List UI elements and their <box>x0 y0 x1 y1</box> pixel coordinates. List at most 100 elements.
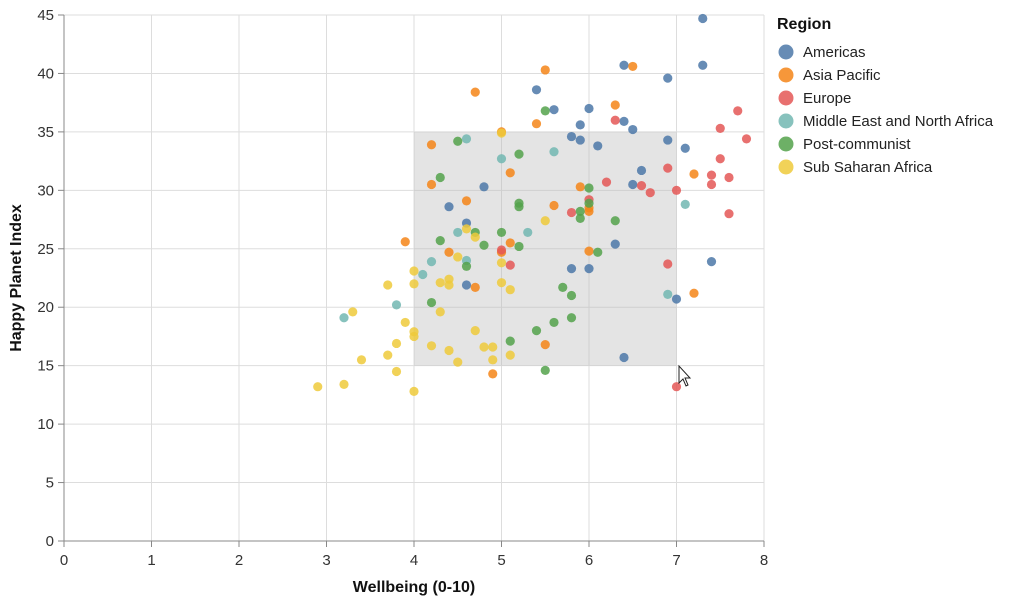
data-point <box>715 123 725 133</box>
data-point <box>584 183 594 193</box>
data-point <box>505 238 515 248</box>
data-point <box>505 336 515 346</box>
data-point <box>671 382 682 392</box>
data-point <box>479 342 489 352</box>
data-point <box>383 280 393 290</box>
y-tick-label: 45 <box>37 7 54 24</box>
data-point <box>356 355 367 365</box>
data-point <box>453 136 463 146</box>
data-point <box>418 269 428 280</box>
y-tick-label: 30 <box>37 182 54 199</box>
legend-label: Europe <box>803 90 851 107</box>
data-point <box>339 379 349 389</box>
data-point <box>496 258 507 268</box>
data-point <box>698 13 708 24</box>
data-point <box>531 119 542 129</box>
data-point <box>505 350 515 360</box>
legend-label: Middle East and North Africa <box>803 113 994 130</box>
data-point <box>663 73 673 83</box>
data-point <box>444 280 454 290</box>
data-point <box>593 247 603 257</box>
data-point <box>724 209 734 219</box>
data-point <box>663 163 673 173</box>
legend-label: Americas <box>803 44 866 61</box>
data-point <box>741 134 752 144</box>
data-point <box>619 116 629 126</box>
data-point <box>593 141 603 151</box>
data-point <box>461 134 472 144</box>
data-point <box>680 143 690 153</box>
data-point <box>628 124 638 135</box>
data-point <box>575 182 585 192</box>
data-point <box>514 241 524 252</box>
data-point <box>426 179 437 190</box>
data-point <box>409 266 419 276</box>
data-point <box>505 260 515 270</box>
data-point <box>426 297 437 308</box>
x-tick-label: 7 <box>672 552 680 569</box>
data-point <box>391 366 402 377</box>
data-point <box>453 357 463 367</box>
data-point <box>339 313 349 323</box>
data-point <box>435 172 445 183</box>
data-point <box>444 345 454 356</box>
data-point <box>453 252 463 262</box>
data-point <box>505 168 515 178</box>
data-point <box>566 264 577 274</box>
data-point <box>706 257 717 267</box>
data-point <box>584 103 594 114</box>
data-point <box>426 140 437 150</box>
data-point <box>601 177 612 187</box>
data-point <box>549 200 559 211</box>
data-point <box>663 135 673 145</box>
data-point <box>689 169 699 179</box>
data-point <box>461 196 472 206</box>
data-point <box>575 135 585 145</box>
y-tick-label: 20 <box>37 299 54 316</box>
data-point <box>566 290 577 301</box>
data-point <box>479 240 489 250</box>
legend-label: Asia Pacific <box>803 67 881 84</box>
legend: Region Americas Asia Pacific Europe Middle … <box>777 16 994 176</box>
data-point <box>400 317 410 328</box>
data-point <box>461 280 472 290</box>
y-tick-label: 25 <box>37 241 54 258</box>
y-tick-label: 40 <box>37 65 54 82</box>
legend-swatch <box>778 90 794 106</box>
data-point <box>584 206 594 216</box>
x-tick-label: 4 <box>410 552 418 569</box>
brush-selection[interactable] <box>414 131 677 366</box>
data-point <box>671 185 682 195</box>
data-point <box>575 213 585 223</box>
data-point <box>496 278 507 288</box>
legend-swatch <box>778 136 794 152</box>
data-point <box>645 188 655 198</box>
data-point <box>610 115 620 125</box>
data-point <box>689 288 699 298</box>
data-point <box>584 264 594 274</box>
data-point <box>671 294 682 304</box>
x-tick-label: 5 <box>497 552 505 569</box>
data-point <box>733 106 743 116</box>
data-point <box>566 131 577 142</box>
data-point <box>488 342 498 352</box>
y-tick-label: 15 <box>37 358 54 375</box>
data-point <box>444 202 454 212</box>
y-tick-label: 5 <box>46 475 54 492</box>
data-point <box>619 352 629 363</box>
data-point <box>558 282 568 292</box>
data-point <box>566 207 577 218</box>
data-point <box>706 170 717 180</box>
data-point <box>636 165 647 176</box>
data-point <box>496 154 507 164</box>
x-tick-label: 1 <box>147 552 155 569</box>
x-tick-label: 6 <box>585 552 593 569</box>
data-point <box>636 181 647 191</box>
data-point <box>383 350 393 360</box>
data-point <box>698 60 708 70</box>
data-point <box>610 239 620 249</box>
data-point <box>435 235 445 246</box>
data-point <box>505 285 515 295</box>
mouse-pointer-icon <box>678 364 692 387</box>
